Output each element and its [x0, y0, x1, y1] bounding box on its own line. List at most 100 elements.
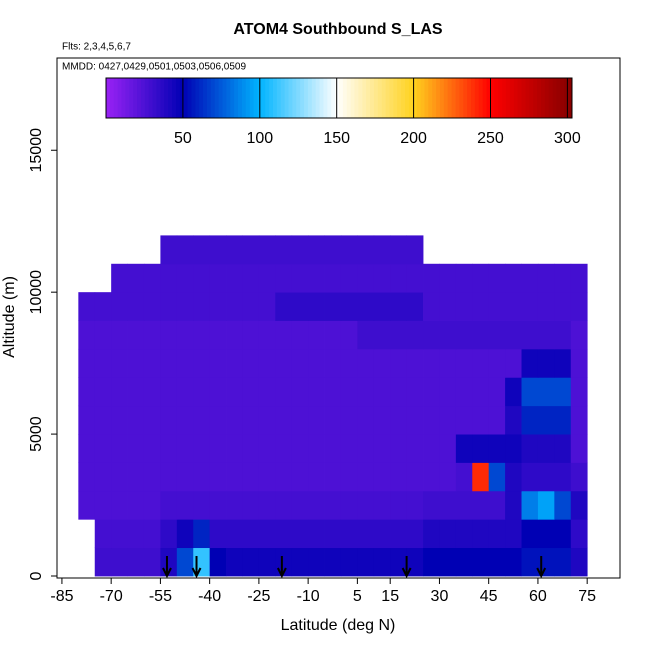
colorbar-segment — [463, 78, 468, 118]
heat-cell — [324, 348, 342, 378]
x-tick-label: 75 — [578, 588, 596, 605]
heat-cell — [455, 462, 473, 492]
colorbar-tick-label: 150 — [323, 130, 350, 147]
colorbar-segment — [424, 78, 429, 118]
heat-cell — [78, 405, 96, 435]
heat-cell — [406, 320, 424, 350]
heat-cell — [357, 462, 375, 492]
heat-cell — [439, 348, 457, 378]
heat-cell — [455, 405, 473, 435]
heat-cell — [537, 434, 555, 463]
heat-cell — [242, 547, 260, 577]
heat-cell — [423, 263, 440, 293]
heat-cell — [209, 320, 227, 350]
heat-cell — [554, 348, 572, 378]
heat-cell — [127, 490, 145, 520]
heat-cell — [423, 377, 440, 407]
heat-cell — [176, 320, 194, 350]
heat-cell — [111, 292, 128, 321]
heat-cell — [275, 348, 293, 378]
heat-cell — [291, 547, 309, 577]
heat-cell — [160, 405, 178, 435]
heat-cell — [308, 263, 325, 293]
heat-cell — [308, 292, 325, 321]
heat-cell — [127, 547, 145, 577]
colorbar-segment — [117, 78, 123, 118]
heat-cell — [390, 405, 408, 435]
heat-cell — [406, 263, 424, 293]
colorbar-segment — [265, 78, 270, 118]
heat-cell — [226, 377, 243, 407]
heat-cell — [340, 547, 358, 577]
heat-cell — [357, 292, 375, 321]
colorbar-segment — [451, 78, 456, 118]
heat-cell — [226, 348, 243, 378]
heat-cell — [258, 263, 276, 293]
heat-cell — [258, 519, 276, 549]
heat-cell — [291, 519, 309, 549]
heat-cell — [570, 320, 588, 350]
heat-cell — [340, 519, 358, 549]
heat-cell — [176, 377, 194, 407]
colorbar-segment — [245, 78, 251, 118]
colorbar-segment — [436, 78, 441, 118]
heat-cell — [521, 547, 539, 577]
heat-cell — [554, 377, 572, 407]
colorbar-segment — [439, 78, 445, 118]
heat-cell — [373, 263, 391, 293]
heat-cell — [357, 519, 375, 549]
heat-cell — [242, 320, 260, 350]
colorbar-segment — [381, 78, 387, 118]
heat-cell — [390, 519, 408, 549]
colorbar-tick-label: 200 — [400, 130, 427, 147]
heat-cell — [78, 462, 96, 492]
heat-cell — [258, 547, 276, 577]
heat-cell — [439, 263, 457, 293]
colorbar-segment — [358, 78, 363, 118]
heat-cell — [472, 405, 490, 435]
colorbar-segment — [478, 78, 484, 118]
heat-cell — [455, 348, 473, 378]
heat-cell — [226, 547, 243, 577]
y-tick-label: 10000 — [28, 270, 45, 315]
heat-cell — [472, 490, 490, 520]
heat-cell — [127, 292, 145, 321]
colorbar-segment — [486, 78, 491, 118]
heat-cell — [455, 377, 473, 407]
heat-cell — [488, 462, 506, 492]
colorbar-segment — [191, 78, 196, 118]
heat-cell — [439, 547, 457, 577]
colorbar-segment — [156, 78, 161, 118]
heat-cell — [505, 462, 522, 492]
colorbar-segment — [276, 78, 282, 118]
heat-cell — [275, 405, 293, 435]
heat-cell — [537, 405, 555, 435]
heat-cell — [423, 348, 440, 378]
heat-cell — [143, 405, 161, 435]
colorbar-segment — [389, 78, 394, 118]
heat-cell — [554, 405, 572, 435]
heat-cell — [242, 462, 260, 492]
heat-cell — [258, 235, 276, 265]
heat-cell — [308, 462, 325, 492]
heat-cell — [570, 263, 588, 293]
heat-cell — [570, 377, 588, 407]
colorbar-segment — [455, 78, 460, 118]
colorbar-segment — [568, 78, 573, 118]
heat-cell — [258, 292, 276, 321]
arrow-head — [162, 567, 172, 579]
heat-cell — [488, 377, 506, 407]
heat-cell — [505, 263, 522, 293]
heat-cell — [373, 292, 391, 321]
heat-cell — [373, 519, 391, 549]
heat-cell — [570, 405, 588, 435]
heat-cell — [275, 434, 293, 463]
colorbar-segment — [241, 78, 247, 118]
colorbar-segment — [373, 78, 379, 118]
heat-cell — [176, 434, 194, 463]
colorbar-segment — [319, 78, 324, 118]
colorbar-segment — [140, 78, 146, 118]
heat-cell — [226, 320, 243, 350]
colorbar-segment — [521, 78, 526, 118]
